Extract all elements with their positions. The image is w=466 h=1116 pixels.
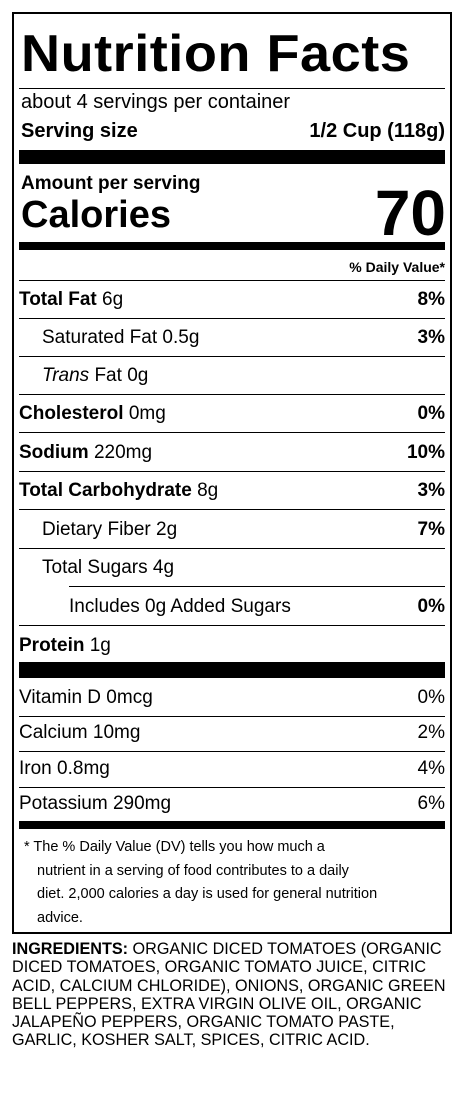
iron: Iron 0.8mg — [19, 758, 110, 780]
nutrient-amount: 4g — [152, 557, 175, 578]
vitamin-amount: 10mg — [92, 722, 141, 743]
nutrition-facts-label: Nutrition Facts about 4 servings per con… — [12, 12, 452, 934]
calcium: Calcium 10mg — [19, 722, 140, 744]
vitamin-name: Potassium — [19, 793, 108, 814]
nutrient-cholesterol: Cholesterol 0mg — [19, 403, 166, 425]
footnote-line: * The % Daily Value (DV) tells you how m… — [24, 839, 325, 855]
nutrient-amount: 0.5g — [162, 327, 200, 348]
nutrient-dv: 8% — [417, 289, 445, 310]
nutrient-dv: 3% — [417, 480, 445, 501]
serving-size-value: 1/2 Cup (118g) — [309, 120, 445, 142]
vitamin-name: Iron — [19, 758, 52, 779]
ingredients-text: ORGANIC DICED TOMATOES (ORGANIC DICED TO… — [12, 940, 446, 1050]
vitamin-dv: 0% — [417, 687, 445, 708]
vitamin-d: Vitamin D 0mcg — [19, 687, 153, 709]
calories-label: Calories — [21, 194, 171, 236]
nutrient-amount: 6g — [102, 289, 124, 310]
nutrient-protein: Protein 1g — [19, 635, 111, 657]
nutrient-amount: 1g — [89, 635, 111, 656]
nutrient-name: Dietary Fiber — [42, 519, 151, 540]
row-divider — [19, 787, 445, 788]
nutrient-dv: 0% — [417, 403, 445, 424]
label-title: Nutrition Facts — [21, 25, 411, 83]
nutrient-added-sugars: Includes 0g Added Sugars — [69, 596, 291, 617]
footnote-line: advice. — [37, 909, 83, 926]
row-divider — [19, 471, 445, 472]
nutrient-total-fat: Total Fat 6g — [19, 289, 123, 311]
vitamin-name: Calcium — [19, 722, 88, 743]
row-divider — [19, 432, 445, 433]
amount-per-serving: Amount per serving — [21, 173, 201, 194]
nutrient-name: Total Carbohydrate — [19, 480, 192, 501]
nutrient-saturated-fat: Saturated Fat 0.5g — [42, 327, 199, 349]
row-divider — [19, 356, 445, 357]
nutrient-amount: 2g — [156, 519, 178, 540]
vitamin-dv: 2% — [417, 722, 445, 743]
ingredients-label: INGREDIENTS: — [12, 940, 129, 958]
daily-value-footnote: * The % Daily Value (DV) tells you how m… — [24, 836, 444, 930]
thick-divider-vitamins — [19, 662, 445, 678]
nutrient-name: Protein — [19, 635, 85, 656]
footnote-line: diet. 2,000 calories a day is used for g… — [37, 886, 378, 902]
row-divider — [19, 509, 445, 510]
nutrient-dv: 0% — [417, 596, 445, 617]
thick-divider-top — [19, 150, 445, 164]
row-divider-indented — [69, 586, 445, 587]
calories-divider — [19, 242, 445, 250]
nutrient-name: Fat — [94, 365, 122, 386]
row-divider — [19, 548, 445, 549]
vitamin-amount: 0mcg — [106, 687, 153, 708]
nutrient-name: Total Sugars — [42, 557, 148, 578]
serving-size-label: Serving size — [21, 120, 138, 142]
nutrient-dv: 10% — [406, 442, 445, 463]
row-divider — [19, 394, 445, 395]
vitamin-amount: 290mg — [112, 793, 172, 814]
title-divider — [19, 88, 445, 89]
nutrient-name: Sodium — [19, 442, 89, 463]
row-divider — [19, 625, 445, 626]
nutrient-total-sugars: Total Sugars 4g — [42, 557, 174, 579]
nutrient-dv: 3% — [417, 327, 445, 348]
ingredients-statement: INGREDIENTS: ORGANIC DICED TOMATOES (ORG… — [12, 940, 452, 1050]
nutrient-name-italic: Trans — [42, 365, 90, 386]
nutrient-name: Total Fat — [19, 289, 97, 310]
nutrient-amount: 220mg — [93, 442, 153, 463]
footnote-line: nutrient in a serving of food contribute… — [37, 862, 349, 879]
nutrient-name: Cholesterol — [19, 403, 124, 424]
vitamin-dv: 4% — [417, 758, 445, 779]
row-divider — [19, 716, 445, 717]
nutrient-dv: 7% — [417, 519, 445, 540]
nutrient-sodium: Sodium 220mg — [19, 442, 152, 464]
calories-value: 70 — [374, 177, 446, 249]
servings-per-container: about 4 servings per container — [21, 91, 291, 113]
row-divider — [19, 751, 445, 752]
row-divider — [19, 280, 445, 281]
nutrient-amount: 0g — [127, 365, 149, 386]
nutrient-name: Saturated Fat — [42, 327, 158, 348]
nutrient-trans-fat: Trans Fat 0g — [42, 365, 148, 387]
row-divider — [19, 318, 445, 319]
vitamin-name: Vitamin D — [19, 687, 102, 708]
nutrient-total-carbohydrate: Total Carbohydrate 8g — [19, 480, 218, 502]
vitamin-dv: 6% — [417, 793, 445, 814]
nutrient-dietary-fiber: Dietary Fiber 2g — [42, 519, 177, 541]
vitamin-amount: 0.8mg — [57, 758, 110, 779]
potassium: Potassium 290mg — [19, 793, 171, 815]
nutrient-amount: 8g — [197, 480, 219, 501]
thick-divider-footnote — [19, 821, 445, 829]
daily-value-header: % Daily Value* — [349, 259, 445, 275]
nutrient-amount: 0mg — [128, 403, 166, 424]
